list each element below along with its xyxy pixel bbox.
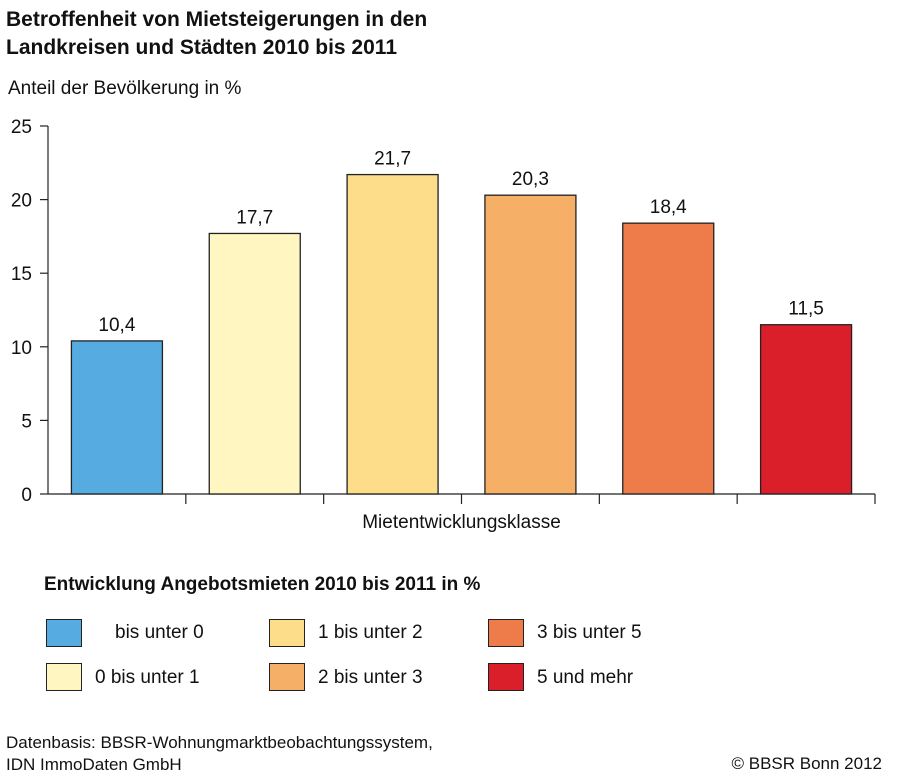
chart-title-line-2: Landkreisen und Städten 2010 bis 2011 — [6, 36, 397, 59]
legend-item-4 — [488, 618, 524, 648]
y-tick-label: 5 — [21, 411, 32, 432]
legend-label-0: bis unter 0 — [115, 622, 204, 643]
legend-swatch-3 — [269, 663, 305, 691]
y-tick-label: 15 — [11, 264, 32, 285]
source-line-1: Datenbasis: BBSR-Wohnungmarktbeobachtung… — [6, 733, 433, 752]
y-tick-label: 25 — [11, 117, 32, 138]
y-axis-label: Anteil der Bevölkerung in % — [8, 78, 242, 99]
bar-value-label: 18,4 — [650, 197, 687, 218]
legend-swatch-5 — [488, 663, 524, 691]
legend-label-5: 5 und mehr — [537, 667, 634, 688]
legend-swatch-2 — [269, 619, 305, 647]
source-note: Datenbasis: BBSR-Wohnungmarktbeobachtung… — [6, 732, 433, 776]
bar — [622, 222, 715, 495]
legend-item-1 — [46, 662, 82, 692]
bar — [759, 324, 853, 495]
legend-swatch-4 — [488, 619, 524, 647]
bar-value-label: 21,7 — [374, 149, 411, 170]
bar — [484, 194, 577, 495]
copyright: © BBSR Bonn 2012 — [731, 754, 882, 773]
y-tick-label: 20 — [11, 191, 32, 212]
y-tick-label: 0 — [21, 485, 32, 506]
bar-value-label: 10,4 — [98, 315, 135, 336]
bar-value-label: 17,7 — [236, 207, 273, 228]
legend-item-5 — [488, 662, 524, 692]
chart-title-line-1: Betroffenheit von Mietsteigerungen in de… — [6, 8, 428, 31]
legend-swatch-1 — [46, 663, 82, 691]
y-tick-label: 10 — [11, 338, 32, 359]
legend-label-3: 2 bis unter 3 — [318, 667, 423, 688]
bar — [70, 340, 164, 495]
legend-label-2: 1 bis unter 2 — [318, 622, 423, 643]
legend-item-2 — [269, 618, 305, 648]
legend-label-4: 3 bis unter 5 — [537, 622, 642, 643]
chart-title: Betroffenheit von Mietsteigerungen in de… — [6, 6, 427, 62]
bar-value-label: 11,5 — [788, 299, 824, 320]
legend-title: Entwicklung Angebotsmieten 2010 bis 2011… — [44, 574, 481, 595]
x-axis-label: Mietentwicklungsklasse — [362, 512, 561, 533]
bar-chart: 0 5 10 15 20 25 10,4 17,7 21,7 20,3 18,4 11,5 Mieten… — [11, 117, 876, 533]
legend-item-0 — [46, 618, 82, 648]
legend-item-3 — [269, 662, 305, 692]
source-line-2: IDN ImmoDaten GmbH — [6, 755, 182, 774]
bar — [346, 173, 439, 495]
bar-value-label: 20,3 — [512, 169, 549, 190]
bar — [208, 232, 301, 495]
legend-label-1: 0 bis unter 1 — [95, 667, 200, 688]
legend-swatch-0 — [46, 619, 82, 647]
